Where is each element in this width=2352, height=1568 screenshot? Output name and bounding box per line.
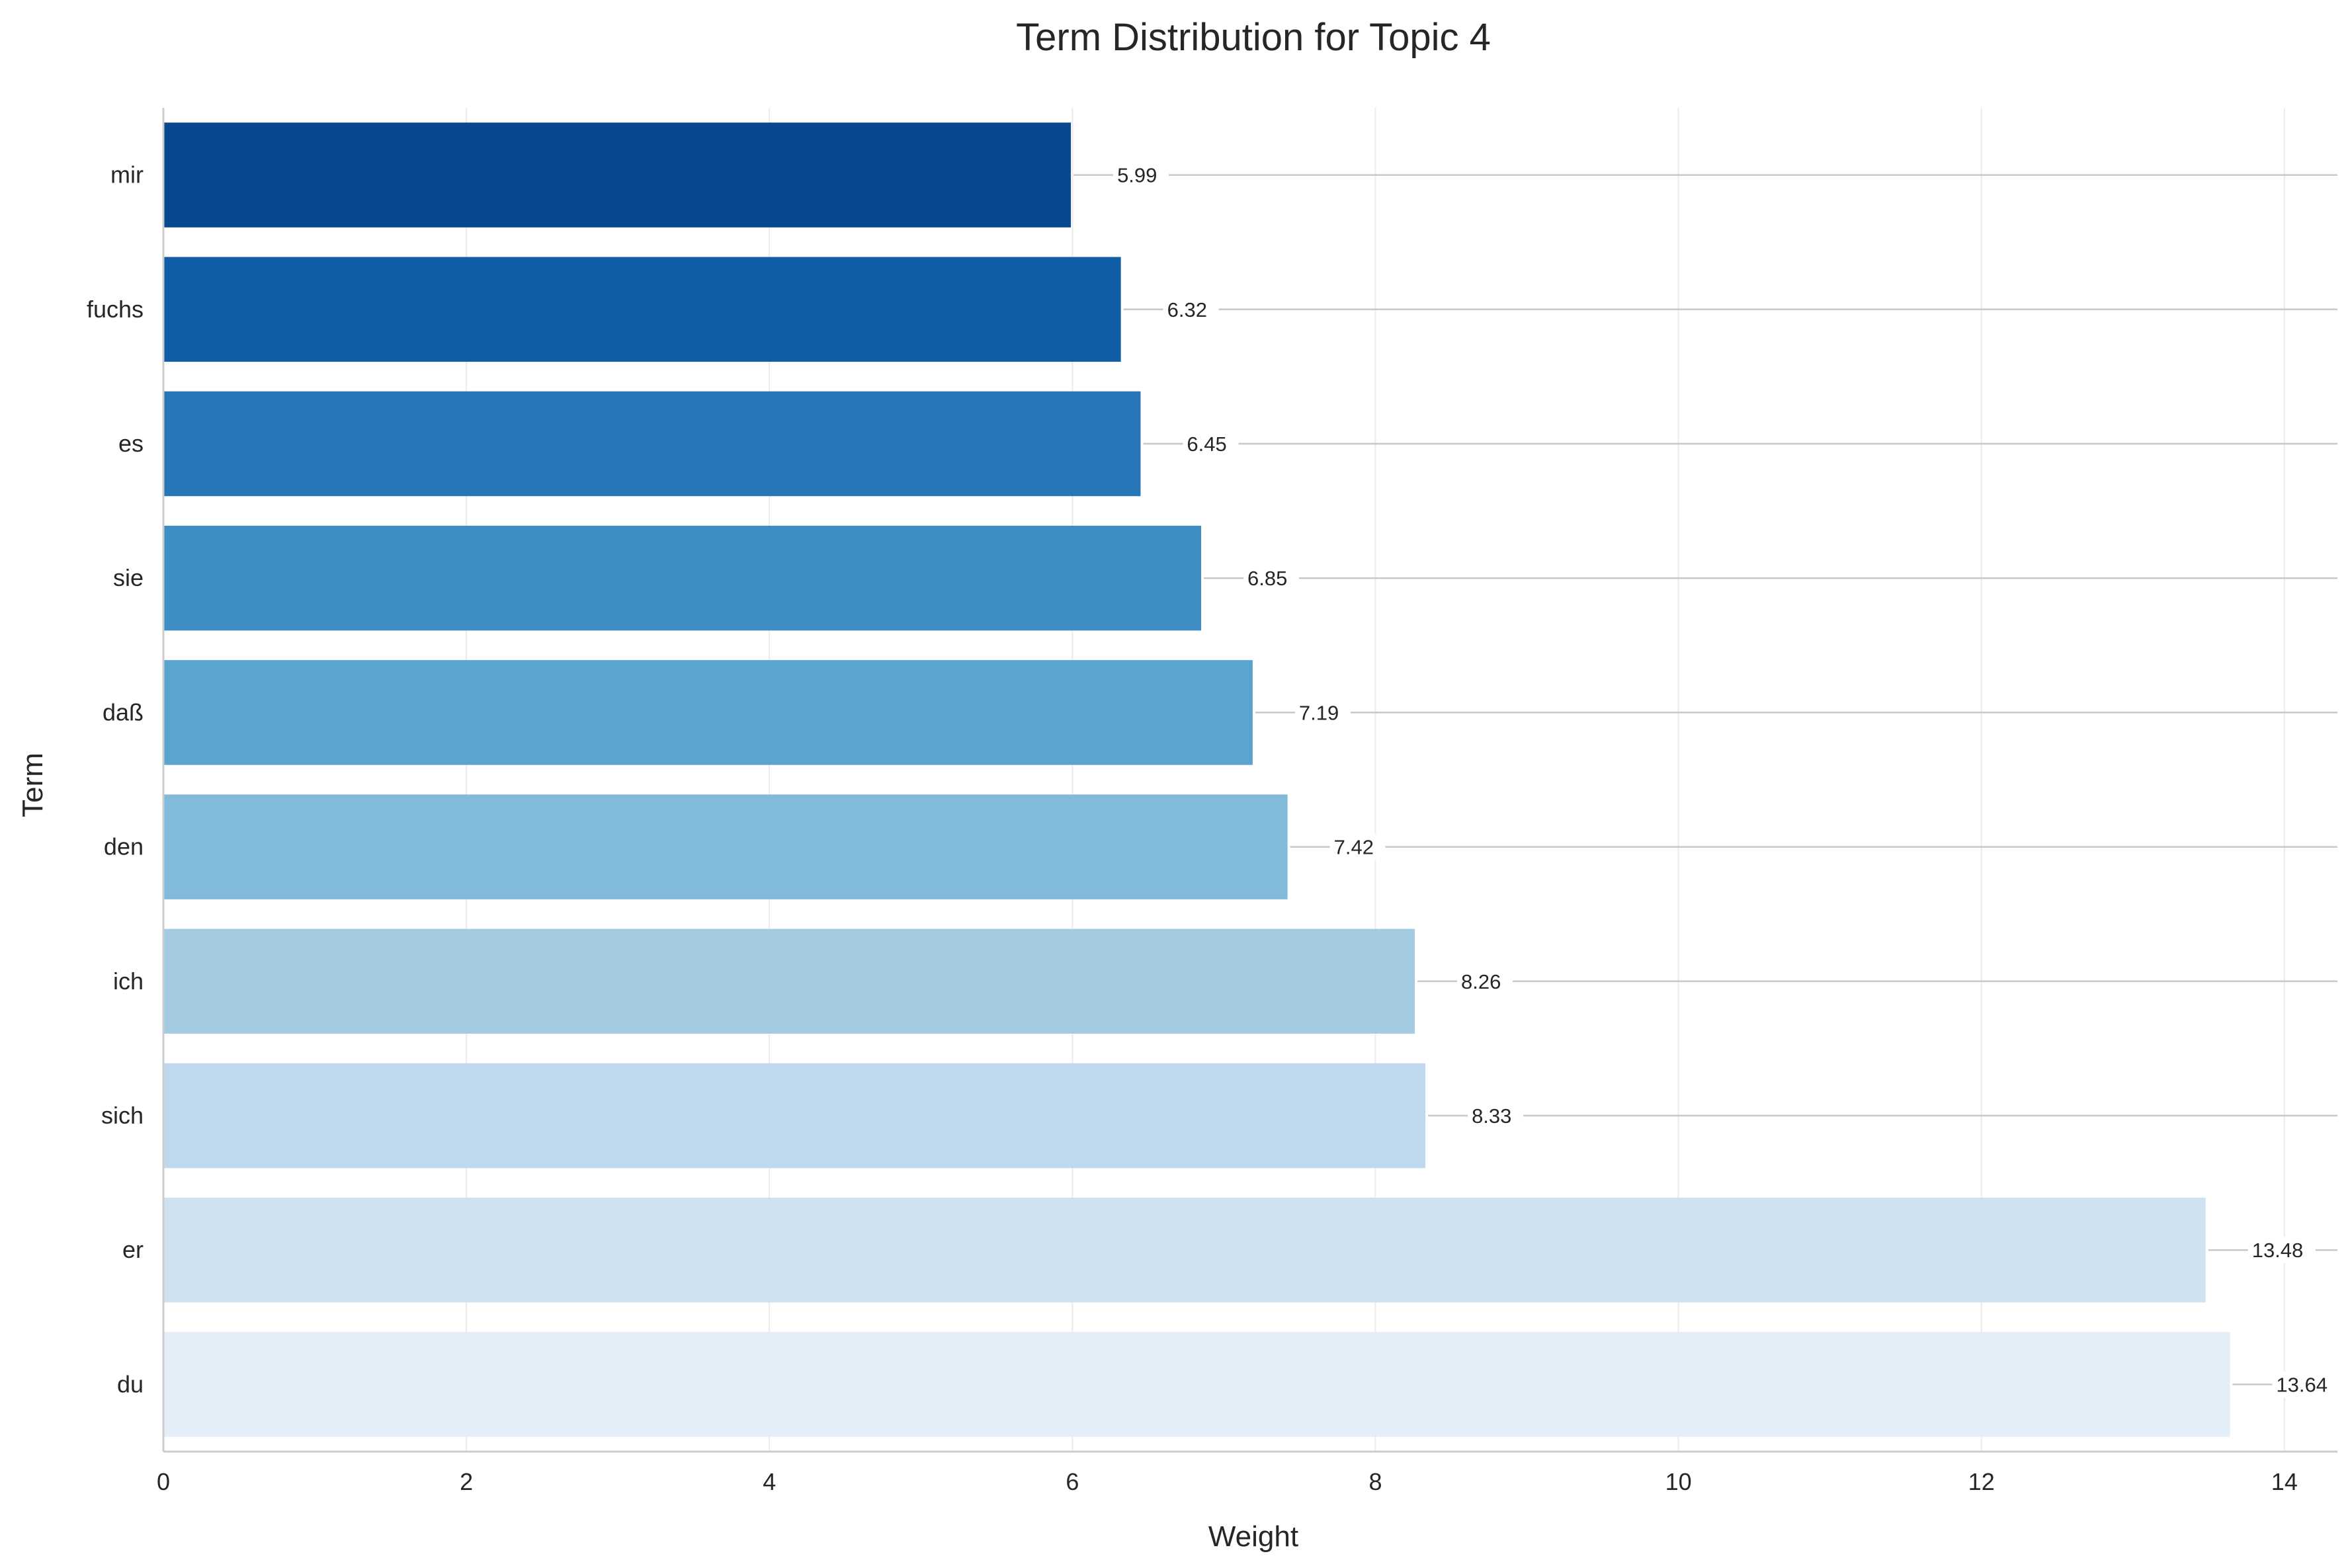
- value-label-background: [1243, 565, 1300, 592]
- bar-sich: [163, 1063, 1426, 1169]
- y-axis-label: Term: [17, 753, 49, 817]
- value-label-er: 13.48: [2252, 1239, 2304, 1262]
- bar-er: [163, 1197, 2206, 1303]
- value-label-den: 7.42: [1334, 836, 1374, 859]
- value-labels: 13.64 13.48 8.33 8.26 7.42 7.19 6.85 6.45 6.32 5.…: [1113, 161, 2340, 1398]
- y-tick-label: es: [118, 430, 144, 457]
- value-label-background: [1457, 968, 1513, 995]
- x-tick-label: 4: [763, 1468, 776, 1495]
- y-tick-label: den: [104, 833, 144, 860]
- value-label-es: 6.45: [1187, 433, 1226, 456]
- bars: [163, 122, 2230, 1437]
- bar-fuchs: [163, 257, 1121, 362]
- y-tick-label: daß: [103, 698, 144, 725]
- value-label-background: [1183, 431, 1239, 457]
- value-label-sich: 8.33: [1472, 1104, 1511, 1128]
- x-tick-label: 0: [157, 1468, 170, 1495]
- axes: [162, 108, 2337, 1453]
- value-leader-lines: [1073, 174, 2337, 1385]
- value-label-fuchs: 6.32: [1167, 298, 1207, 321]
- value-label-background: [1329, 833, 1386, 860]
- bar-du: [163, 1332, 2230, 1437]
- y-tick-label: er: [122, 1236, 144, 1263]
- y-tick-label: sie: [113, 564, 144, 591]
- y-tick-label: du: [117, 1370, 144, 1397]
- bar-mir: [163, 122, 1071, 227]
- value-label-background: [2272, 1371, 2340, 1398]
- bar-den: [163, 794, 1288, 899]
- chart-title: Term Distribution for Topic 4: [1016, 16, 1491, 59]
- value-label-daß: 7.19: [1299, 701, 1339, 724]
- value-label-background: [1113, 161, 1169, 188]
- x-axis-label: Weight: [1208, 1520, 1298, 1553]
- x-tick-labels: 0 2 4 6 8 10 12 14: [157, 1468, 2298, 1495]
- x-tick-label: 12: [1968, 1468, 1995, 1495]
- value-label-du: 13.64: [2276, 1373, 2328, 1396]
- value-label-mir: 5.99: [1117, 164, 1157, 187]
- value-label-background: [2247, 1237, 2316, 1264]
- value-label-background: [1468, 1102, 1524, 1129]
- x-tick-label: 6: [1066, 1468, 1079, 1495]
- value-label-background: [1163, 296, 1219, 323]
- y-tick-label: mir: [110, 161, 144, 188]
- bar-sie: [163, 525, 1202, 631]
- bar-ich: [163, 928, 1415, 1034]
- value-label-sie: 6.85: [1247, 567, 1287, 590]
- bar-es: [163, 391, 1141, 497]
- x-tick-label: 2: [460, 1468, 473, 1495]
- x-tick-label: 8: [1368, 1468, 1382, 1495]
- y-tick-label: fuchs: [87, 296, 144, 323]
- y-tick-label: sich: [101, 1102, 144, 1129]
- value-label-background: [1294, 699, 1351, 726]
- y-tick-label: ich: [113, 968, 144, 995]
- bar-daß: [163, 660, 1253, 765]
- x-tick-label: 10: [1665, 1468, 1692, 1495]
- x-tick-label: 14: [2271, 1468, 2298, 1495]
- y-tick-labels: du er sich ich den daß sie es fuchs mir: [87, 161, 144, 1398]
- value-label-ich: 8.26: [1461, 970, 1501, 993]
